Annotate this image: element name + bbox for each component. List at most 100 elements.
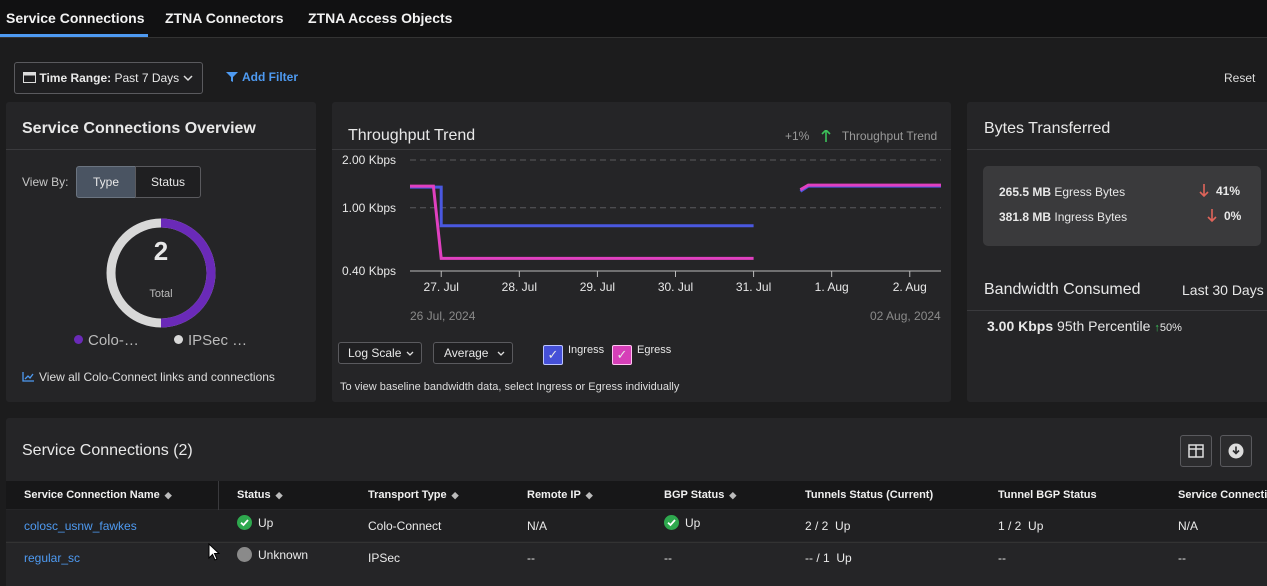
download-button[interactable] xyxy=(1220,435,1252,467)
tab-bar xyxy=(0,0,1267,38)
y-tick-label: 1.00 Kbps xyxy=(342,201,396,215)
egress-bytes-change: 41% xyxy=(1199,184,1240,198)
ingress-bytes-change: 0% xyxy=(1207,209,1241,223)
series-line-ingress xyxy=(410,185,754,228)
row-divider xyxy=(6,542,1267,543)
legend-item-ipsec[interactable]: IPSec … xyxy=(174,332,247,349)
egress-bytes-row: 265.5 MB Egress Bytes xyxy=(999,185,1126,199)
arrow-up-icon xyxy=(821,128,831,142)
connection-name-link[interactable]: colosc_usnw_fawkes xyxy=(24,519,137,533)
column-header-remote-ip[interactable]: Remote IP ◆ xyxy=(527,489,593,501)
divider xyxy=(967,310,1267,311)
column-header-bgp-status[interactable]: BGP Status ◆ xyxy=(664,489,737,501)
legend-dot-ipsec xyxy=(174,335,183,344)
time-range-label: Time Range: xyxy=(39,71,112,85)
unknown-status-icon xyxy=(237,547,252,562)
column-header-tunnels-status[interactable]: Tunnels Status (Current) xyxy=(805,489,934,501)
scale-select[interactable]: Log Scale xyxy=(338,342,422,364)
view-by-label: View By: xyxy=(22,175,69,189)
columns-button[interactable] xyxy=(1180,435,1212,467)
table-row xyxy=(6,510,1267,541)
bytes-summary-card xyxy=(983,166,1261,246)
x-tick-label: 30. Jul xyxy=(658,280,693,294)
status-cell: Up xyxy=(237,515,273,530)
tunnel-bgp-status-cell: 1 / 2 Up xyxy=(998,519,1044,533)
y-tick-label: 0.40 Kbps xyxy=(342,264,396,278)
bgp-status-cell: Up xyxy=(664,515,700,530)
overview-title: Service Connections Overview xyxy=(22,120,256,137)
time-range-dropdown[interactable]: Time Range: Past 7 Days xyxy=(14,62,203,94)
arrow-down-icon xyxy=(1199,184,1209,198)
check-circle-icon xyxy=(664,515,679,530)
time-range-value: Past 7 Days xyxy=(114,71,180,85)
throughput-line-chart: 2.00 Kbps 1.00 Kbps 0.40 Kbps 27. Jul 28. Ju… xyxy=(342,153,941,294)
status-cell: Unknown xyxy=(237,547,308,562)
type-donut-chart xyxy=(106,218,216,328)
donut-total-label: Total xyxy=(149,288,173,300)
chevron-down-icon xyxy=(406,351,414,356)
connection-name-link[interactable]: regular_sc xyxy=(24,551,81,565)
transport-cell: IPSec xyxy=(368,551,401,565)
column-header-transport-type[interactable]: Transport Type ◆ xyxy=(368,489,459,501)
bandwidth-title: Bandwidth Consumed xyxy=(984,281,1141,298)
tab-ztna-access-objects[interactable]: ZTNA Access Objects xyxy=(308,10,453,26)
active-tab-indicator xyxy=(0,34,148,37)
aggregation-select[interactable]: Average xyxy=(433,342,513,364)
baseline-note: To view baseline bandwidth data, select … xyxy=(340,381,680,393)
filter-icon xyxy=(226,72,238,82)
chart-end-date: 02 Aug, 2024 xyxy=(870,309,941,323)
donut-total-value: 2 xyxy=(153,236,169,266)
chevron-down-icon xyxy=(497,351,505,356)
series-line-egress xyxy=(410,184,754,260)
x-tick-label: 28. Jul xyxy=(502,280,537,294)
transport-cell: Colo-Connect xyxy=(368,519,442,533)
bandwidth-period: Last 30 Days xyxy=(1182,282,1264,298)
bytes-panel xyxy=(967,102,1267,402)
table-header-row xyxy=(6,481,1267,509)
throughput-title: Throughput Trend xyxy=(348,127,476,144)
x-tick-label: 1. Aug xyxy=(815,280,849,294)
chart-line-icon xyxy=(22,372,34,382)
legend-dot-colo xyxy=(74,335,83,344)
chevron-down-icon xyxy=(183,75,193,82)
add-filter-button[interactable]: Add Filter xyxy=(226,70,298,84)
calendar-icon xyxy=(23,72,36,83)
view-by-type-button[interactable]: Type xyxy=(76,166,136,198)
check-icon: ✓ xyxy=(612,345,632,365)
view-by-status-button[interactable]: Status xyxy=(135,166,201,198)
tunnels-status-cell: 2 / 2 Up xyxy=(805,519,851,533)
legend-item-colo[interactable]: Colo-… xyxy=(74,332,139,349)
bytes-title: Bytes Transferred xyxy=(984,120,1111,137)
tab-ztna-connectors[interactable]: ZTNA Connectors xyxy=(165,10,284,26)
bandwidth-value-row: 3.00 Kbps 95th Percentile ↑50% xyxy=(987,318,1182,334)
check-circle-icon xyxy=(237,515,252,530)
egress-checkbox[interactable]: ✓ Egress xyxy=(612,344,671,365)
table-title: Service Connections (2) xyxy=(22,442,193,459)
throughput-change: +1% Throughput Trend xyxy=(785,128,938,143)
column-header-service-connection[interactable]: Service Connectio xyxy=(1178,489,1267,501)
divider xyxy=(967,149,1267,150)
tunnel-bgp-status-cell: -- xyxy=(998,551,1006,565)
divider xyxy=(332,149,951,150)
columns-icon xyxy=(1188,444,1204,458)
ingress-bytes-row: 381.8 MB Ingress Bytes xyxy=(999,210,1128,224)
reset-button[interactable]: Reset xyxy=(1224,71,1256,85)
view-all-colo-link[interactable]: View all Colo-Connect links and connecti… xyxy=(22,370,275,384)
x-tick-label: 27. Jul xyxy=(424,280,459,294)
divider xyxy=(6,149,316,150)
ingress-checkbox[interactable]: ✓ Ingress xyxy=(543,344,604,365)
tunnels-status-cell: -- / 1 Up xyxy=(805,551,852,565)
column-header-name[interactable]: Service Connection Name ◆ xyxy=(24,489,172,501)
service-connection-cell: -- xyxy=(1178,551,1186,565)
arrow-down-icon xyxy=(1207,209,1217,223)
bgp-status-cell: -- xyxy=(664,551,672,565)
column-header-status[interactable]: Status ◆ xyxy=(237,489,283,501)
tab-service-connections[interactable]: Service Connections xyxy=(6,10,145,26)
x-tick-label: 2. Aug xyxy=(893,280,927,294)
series-line-ingress xyxy=(799,184,941,193)
column-header-tunnel-bgp-status[interactable]: Tunnel BGP Status xyxy=(998,489,1097,501)
mouse-cursor-icon xyxy=(208,543,220,561)
overview-panel xyxy=(6,102,316,402)
x-tick-label: 31. Jul xyxy=(736,280,771,294)
series-line-egress xyxy=(799,183,941,191)
